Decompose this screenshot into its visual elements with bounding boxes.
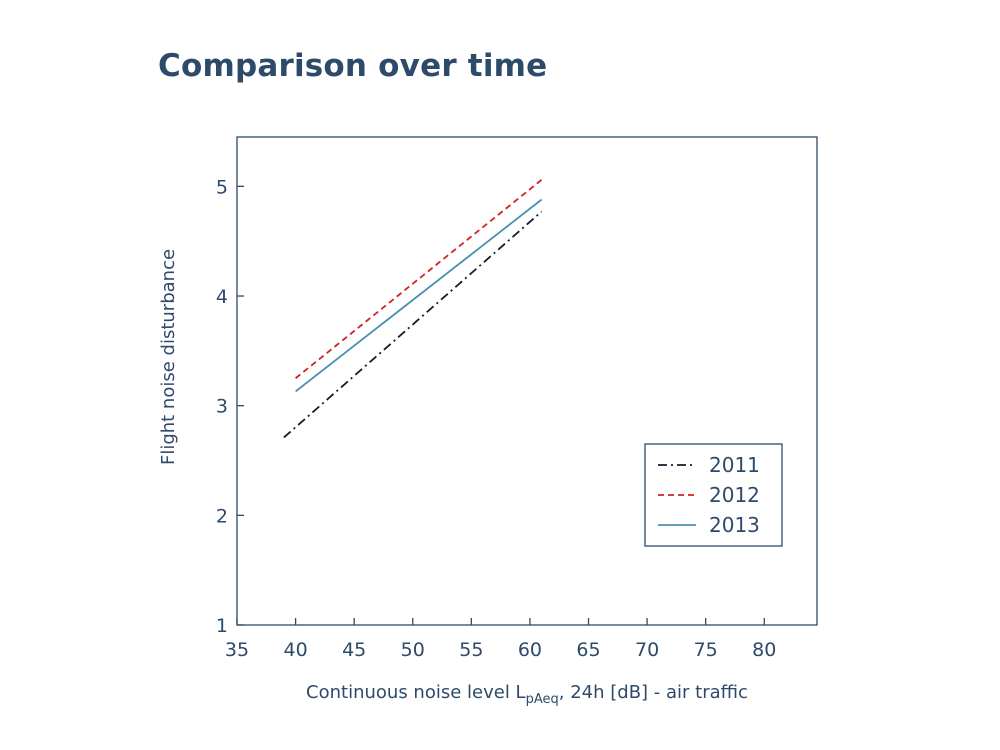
x-axis-ticks: 35 40 45 50 55 60 65 70 75 80 bbox=[225, 618, 776, 661]
legend-label-2013: 2013 bbox=[709, 513, 760, 537]
x-tick-label: 65 bbox=[576, 639, 600, 661]
series-lines bbox=[283, 179, 543, 439]
legend-label-2012: 2012 bbox=[709, 483, 760, 507]
y-tick-label: 3 bbox=[216, 396, 228, 418]
y-axis-label: Flight noise disturbance bbox=[158, 249, 179, 465]
x-tick-label: 55 bbox=[459, 639, 483, 661]
y-axis-ticks: 1 2 3 4 5 bbox=[216, 176, 244, 637]
legend-label-2011: 2011 bbox=[709, 453, 760, 477]
x-tick-label: 50 bbox=[401, 639, 425, 661]
legend: 2011 2012 2013 bbox=[644, 443, 783, 547]
x-axis-label-subscript: pAeq bbox=[526, 692, 559, 707]
y-tick-label: 4 bbox=[216, 286, 228, 308]
series-line-2013 bbox=[295, 198, 543, 393]
x-tick-label: 75 bbox=[694, 639, 718, 661]
chart-title: Comparison over time bbox=[158, 48, 548, 84]
y-tick-label: 2 bbox=[216, 505, 228, 527]
x-axis-label-main: Continuous noise level L bbox=[306, 682, 526, 703]
x-tick-label: 60 bbox=[518, 639, 542, 661]
x-axis-label-rest: , 24h [dB] - air traffic bbox=[559, 682, 748, 703]
y-tick-label: 1 bbox=[216, 615, 228, 637]
x-tick-label: 70 bbox=[635, 639, 659, 661]
x-tick-label: 40 bbox=[283, 639, 307, 661]
x-tick-label: 80 bbox=[752, 639, 776, 661]
x-tick-label: 45 bbox=[342, 639, 366, 661]
legend-box bbox=[644, 443, 783, 547]
x-axis-label: Continuous noise level LpAeq, 24h [dB] -… bbox=[306, 682, 748, 707]
series-line-2011 bbox=[283, 210, 543, 439]
x-tick-label: 35 bbox=[225, 639, 249, 661]
plot-frame bbox=[236, 136, 818, 626]
y-tick-label: 5 bbox=[216, 176, 228, 198]
series-line-2012 bbox=[295, 179, 543, 379]
